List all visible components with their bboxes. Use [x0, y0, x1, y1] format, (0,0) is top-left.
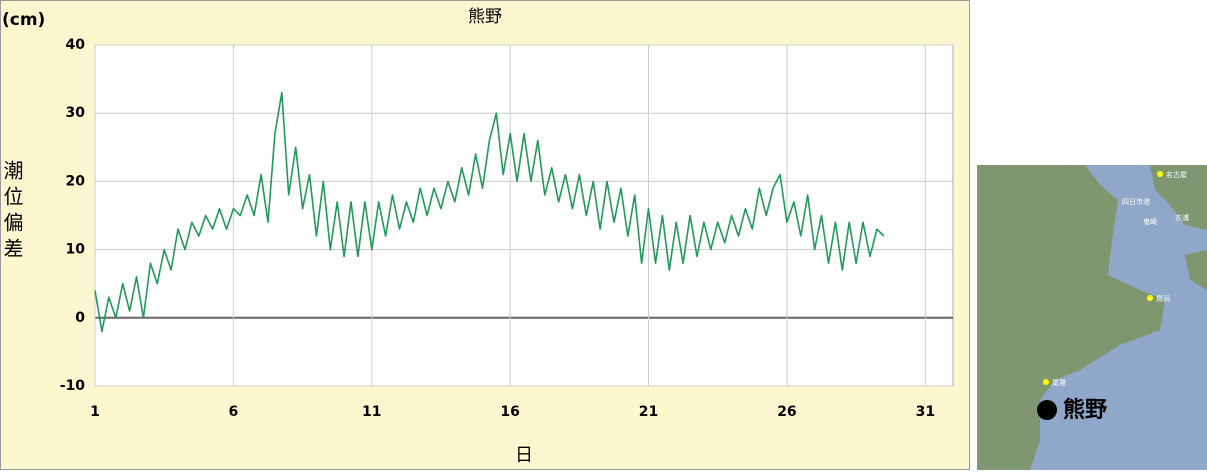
plot-area — [94, 44, 954, 387]
x-tick-label: 6 — [229, 404, 239, 420]
map-label: 衣浦 — [1175, 213, 1189, 222]
map-label: 名古屋 — [1166, 170, 1187, 179]
unit-label: (cm) — [2, 10, 45, 30]
station-marker — [1037, 400, 1057, 420]
x-tick-label: 26 — [777, 404, 796, 420]
x-tick-label: 16 — [500, 404, 519, 420]
x-tick-label: 1 — [90, 404, 100, 420]
y-tick-label: 0 — [75, 310, 85, 326]
chart-title: 熊野 — [468, 7, 502, 27]
y-tick-label: -10 — [60, 378, 86, 394]
y-tick-label: 30 — [66, 105, 86, 121]
y-axis-label: 潮位偏差 — [0, 160, 24, 264]
map-label: 鳥羽 — [1156, 294, 1170, 303]
y-tick-label: 40 — [66, 37, 86, 53]
map-point — [1043, 379, 1049, 385]
map-label: 四日市港 — [1122, 197, 1150, 206]
x-axis-label: 日 — [515, 445, 533, 466]
map-land — [1185, 250, 1207, 290]
map-point — [1147, 295, 1153, 301]
station-label: 熊野 — [1063, 397, 1107, 423]
map-label: 尾鷲 — [1052, 378, 1066, 387]
x-tick-label: 11 — [362, 404, 381, 420]
y-tick-label: 10 — [66, 242, 86, 258]
data-line — [94, 91, 885, 333]
y-tick-label: 20 — [66, 173, 86, 189]
x-tick-label: 21 — [639, 404, 658, 420]
x-tick-label: 31 — [916, 404, 935, 420]
map-label: 鬼崎 — [1143, 217, 1157, 226]
map-land — [977, 165, 1165, 470]
map-land — [1150, 165, 1207, 230]
map: 熊野 名古屋 四日市港 鬼崎 衣浦 鳥羽 尾鷲 — [977, 165, 1207, 470]
map-point — [1157, 171, 1163, 177]
